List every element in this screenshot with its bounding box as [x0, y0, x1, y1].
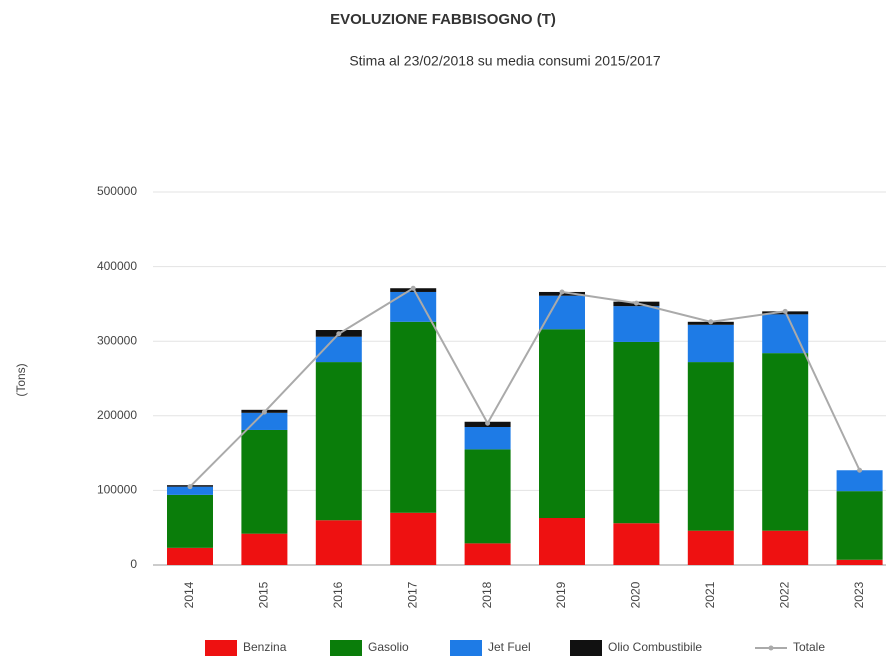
total-point — [559, 289, 565, 295]
bar-segment — [315, 362, 362, 521]
bar-segment — [464, 449, 511, 544]
total-point — [633, 300, 639, 306]
bar-segment — [241, 412, 288, 430]
x-tick-label: 2016 — [331, 581, 345, 608]
bar-segment — [167, 486, 213, 495]
y-tick-label: 300000 — [97, 333, 137, 347]
bar-segment — [836, 559, 883, 565]
bar-segment — [762, 353, 809, 531]
total-point — [187, 484, 193, 490]
bar-segment — [687, 362, 734, 531]
total-point — [708, 319, 714, 325]
bar-segment — [241, 533, 288, 565]
y-tick-label: 500000 — [97, 184, 137, 198]
bar-segment — [539, 295, 585, 330]
bar-segment — [390, 512, 437, 565]
legend-label: Totale — [793, 640, 825, 654]
x-tick-label: 2019 — [554, 581, 568, 608]
x-tick-label: 2017 — [405, 581, 419, 608]
bar-segment — [762, 530, 809, 565]
x-tick-label: 2018 — [480, 581, 494, 608]
bar-segment — [613, 523, 660, 565]
total-line — [189, 286, 861, 488]
bar-segment — [762, 314, 809, 354]
bar-segment — [613, 306, 660, 342]
total-point — [782, 308, 788, 314]
total-point — [485, 420, 491, 426]
y-tick-label: 100000 — [97, 483, 137, 497]
total-point — [857, 467, 863, 473]
bar-segment — [836, 491, 883, 560]
total-point — [410, 285, 416, 291]
legend-label: Benzina — [243, 640, 287, 654]
legend-swatch — [450, 640, 482, 656]
y-axis-label: (Tons) — [14, 363, 28, 396]
x-tick-label: 2014 — [182, 581, 196, 608]
legend-label: Jet Fuel — [488, 640, 531, 654]
legend-swatch — [330, 640, 362, 656]
x-tick-label: 2022 — [777, 581, 791, 608]
bar-segment — [687, 324, 734, 363]
chart-title: EVOLUZIONE FABBISOGNO (T) — [330, 11, 556, 28]
bar-segment — [464, 543, 511, 565]
bar-segment — [167, 494, 213, 548]
bar-segment — [613, 341, 660, 524]
bar-segment — [390, 321, 437, 513]
legend-swatch — [205, 640, 237, 656]
legend-label: Olio Combustibile — [608, 640, 702, 654]
chart-subtitle: Stima al 23/02/2018 su media consumi 201… — [349, 53, 661, 69]
x-tick-label: 2023 — [852, 581, 866, 608]
bar-segment — [836, 470, 883, 492]
bar-segment — [464, 426, 511, 450]
legend-swatch — [570, 640, 602, 656]
total-point — [261, 409, 267, 415]
y-tick-label: 200000 — [97, 408, 137, 422]
x-tick-label: 2015 — [257, 581, 271, 608]
bar-segment — [687, 530, 734, 565]
bar-segment — [315, 520, 362, 565]
x-tick-label: 2020 — [629, 581, 643, 608]
total-point — [336, 331, 342, 337]
legend-swatch — [768, 645, 774, 651]
y-tick-label: 0 — [130, 557, 137, 571]
x-tick-label: 2021 — [703, 581, 717, 608]
legend-label: Gasolio — [368, 640, 409, 654]
bar-segment — [539, 329, 585, 519]
y-tick-label: 400000 — [97, 259, 137, 273]
bar-segment — [241, 429, 288, 534]
bar-segment — [539, 518, 585, 565]
bar-segment — [167, 547, 213, 565]
